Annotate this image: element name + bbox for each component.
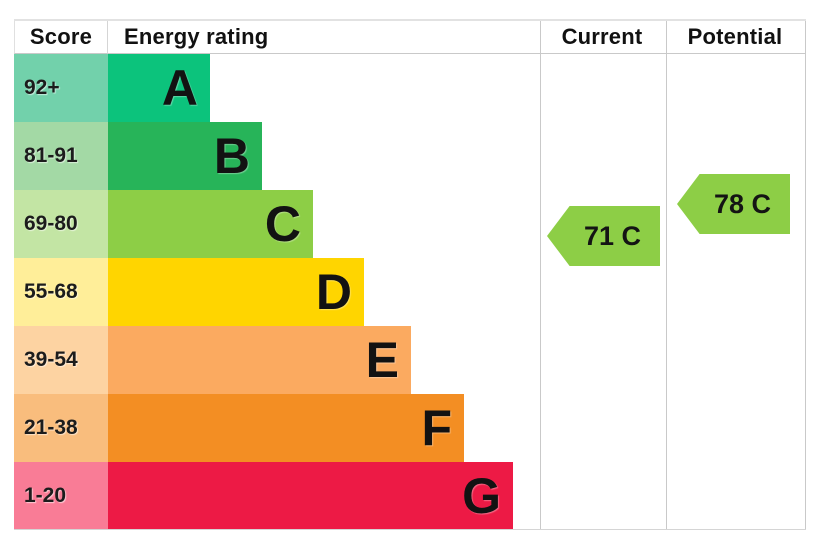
band-score-range: 55-68 bbox=[14, 258, 108, 326]
band-score-range: 81-91 bbox=[14, 122, 108, 190]
band-row: 69-80 C bbox=[14, 190, 554, 258]
potential-column-divider bbox=[666, 21, 667, 530]
potential-rating-arrow: 78 C bbox=[677, 174, 790, 234]
band-row: 92+ A bbox=[14, 54, 554, 122]
band-bar: C bbox=[108, 190, 313, 258]
band-bar: D bbox=[108, 258, 364, 326]
epc-energy-rating-chart: Score Energy rating Current Potential 92… bbox=[14, 19, 806, 530]
band-bar: A bbox=[108, 54, 210, 122]
table-header: Score Energy rating Current Potential bbox=[14, 21, 806, 54]
rating-bands: 92+ A 81-91 B 69-80 C 55-68 D 39-54 E 21… bbox=[14, 54, 554, 530]
potential-rating-label: 78 C bbox=[713, 188, 772, 219]
band-score-range: 21-38 bbox=[14, 394, 108, 462]
header-current: Current bbox=[539, 21, 665, 54]
band-row: 55-68 D bbox=[14, 258, 554, 326]
band-row: 21-38 F bbox=[14, 394, 554, 462]
band-row: 1-20 G bbox=[14, 462, 554, 530]
band-row: 81-91 B bbox=[14, 122, 554, 190]
band-bar: E bbox=[108, 326, 411, 394]
header-potential: Potential bbox=[665, 21, 805, 54]
header-energy-rating: Energy rating bbox=[108, 21, 539, 54]
band-score-range: 92+ bbox=[14, 54, 108, 122]
band-row: 39-54 E bbox=[14, 326, 554, 394]
current-column-divider bbox=[540, 21, 541, 530]
current-rating-label: 71 C bbox=[583, 220, 642, 251]
band-score-range: 69-80 bbox=[14, 190, 108, 258]
current-rating-arrow: 71 C bbox=[547, 206, 660, 266]
table-bottom-border bbox=[14, 529, 806, 530]
band-bar: G bbox=[108, 462, 513, 530]
header-score: Score bbox=[14, 21, 108, 54]
band-bar: B bbox=[108, 122, 262, 190]
band-score-range: 39-54 bbox=[14, 326, 108, 394]
band-score-range: 1-20 bbox=[14, 462, 108, 530]
table-right-border bbox=[805, 21, 806, 530]
band-bar: F bbox=[108, 394, 464, 462]
